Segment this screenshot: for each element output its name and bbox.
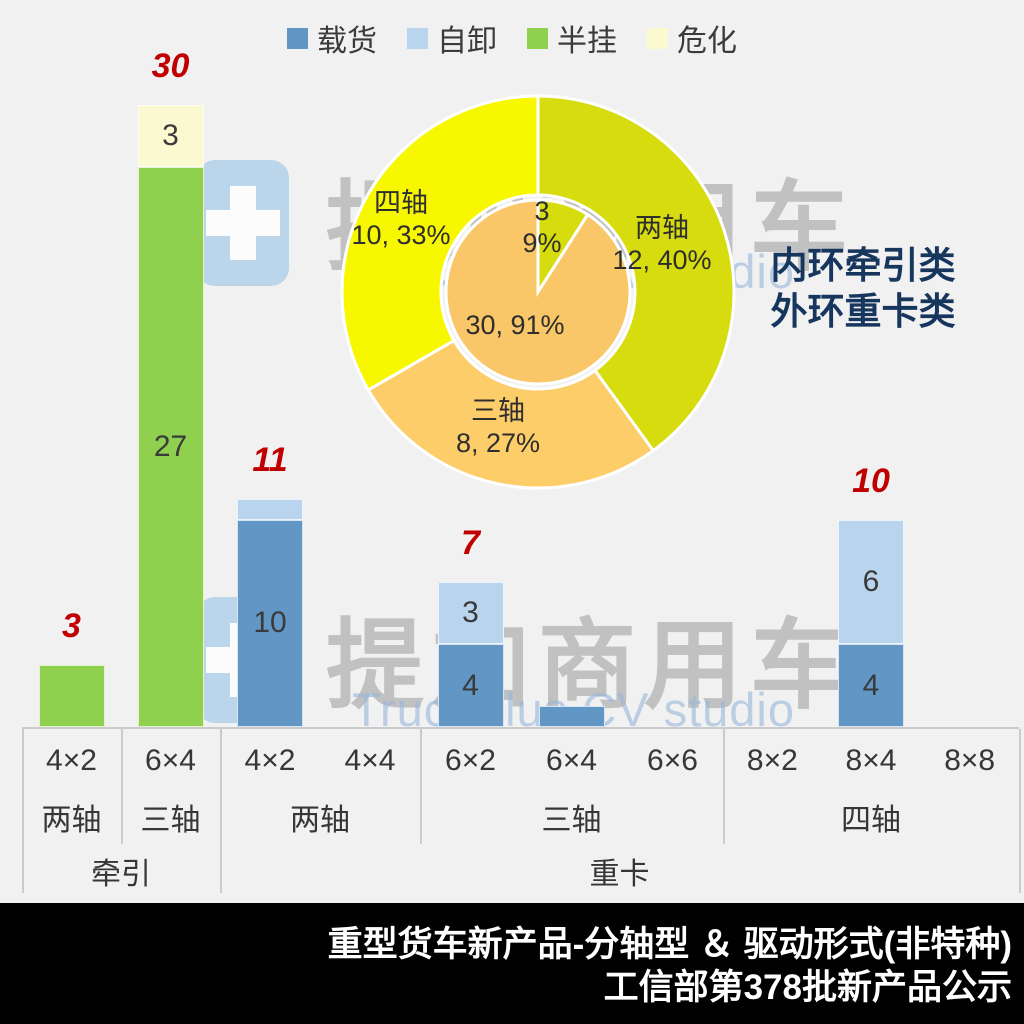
axis-label-axle: 四轴 — [841, 804, 901, 837]
pie-data-label: 两轴 12, 40% — [612, 213, 712, 275]
axis-label-axle: 三轴 — [140, 804, 201, 837]
bar-segment-value: 3 — [462, 595, 479, 629]
axis-label-drive: 6×2 — [445, 744, 496, 777]
axis-gridline — [1019, 729, 1021, 893]
axis-label-category: 重卡 — [589, 858, 650, 891]
ring-annotation-line2: 外环重卡类 — [770, 291, 956, 332]
title-banner: 重型货车新产品-分轴型 ＆ 驱动形式(非特种) 工信部第378批新产品公示 — [0, 903, 1024, 1024]
axis-label-drive: 8×8 — [944, 744, 996, 777]
axis-label-drive: 6×4 — [145, 744, 196, 777]
bar-segment-value: 10 — [253, 606, 287, 640]
axis-label-axle: 两轴 — [290, 804, 350, 837]
bar-segment-自卸 — [237, 498, 303, 520]
bar-segment-载货 — [437, 644, 504, 727]
bar-segment-value: 4 — [862, 668, 880, 702]
bar-segment-载货 — [838, 644, 904, 727]
axis-label-category: 牵引 — [91, 858, 151, 891]
legend-label: 载货 — [317, 25, 377, 58]
bar-total-label: 3 — [62, 606, 81, 645]
legend-swatch-icon — [287, 27, 308, 49]
axis-gridline — [420, 729, 422, 844]
axis-gridline — [121, 729, 123, 844]
bar-segment-value: 6 — [862, 564, 880, 598]
axis-label-drive: 6×6 — [647, 744, 698, 777]
pie-slice-outer — [366, 338, 656, 490]
banner-line1: 重型货车新产品-分轴型 ＆ 驱动形式(非特种) — [327, 925, 1012, 964]
bar-segment-value: 3 — [162, 119, 179, 153]
bar-segment-value: 27 — [153, 430, 188, 464]
legend-swatch-icon — [407, 27, 428, 49]
bar-segment-value: 4 — [462, 668, 479, 702]
donut-chart — [340, 94, 736, 490]
pie-data-label: 3 9% — [522, 196, 562, 258]
bar-total-label: 11 — [252, 440, 288, 479]
ring-annotation: 内环牵引类 外环重卡类 — [743, 243, 983, 335]
axis-gridline — [22, 729, 24, 893]
legend-label: 半挂 — [557, 25, 617, 58]
axis-label-drive: 8×2 — [746, 744, 798, 777]
pie-slice-inner — [444, 198, 632, 386]
bar-segment-半挂 — [137, 167, 204, 727]
ring-annotation-line1: 内环牵引类 — [770, 245, 956, 286]
legend-label: 危化 — [677, 25, 737, 58]
bar-total-label: 30 — [151, 47, 190, 86]
bar-segment-危化 — [137, 105, 204, 168]
bar-segment-载货 — [538, 706, 605, 727]
legend-swatch-icon — [647, 27, 668, 49]
bar-total-label: 10 — [852, 461, 890, 500]
legend-swatch-icon — [527, 27, 548, 49]
pie-data-label: 四轴 10, 33% — [351, 188, 451, 250]
truckplus-logo-icon — [197, 160, 289, 286]
axis-label-drive: 4×2 — [244, 744, 296, 777]
pie-slice-outer — [536, 94, 736, 453]
axis-gridline — [723, 729, 725, 844]
legend-item: 危化 — [647, 16, 737, 60]
bar-segment-半挂 — [38, 664, 105, 727]
pie-data-label: 30, 91% — [465, 310, 565, 340]
axis-gridline — [220, 729, 222, 893]
axis-label-axle: 三轴 — [541, 804, 602, 837]
axis-label-drive: 4×4 — [344, 744, 396, 777]
bar-segment-自卸 — [838, 519, 904, 645]
axis-label-drive: 4×2 — [46, 744, 97, 777]
legend-label: 自卸 — [437, 25, 497, 58]
pie-slice-outer — [340, 94, 540, 393]
axis-label-drive: 6×4 — [546, 744, 597, 777]
axis-table: 4×2 两轴 6×4 三轴牵引 4×2 4×4 两轴 6×2 6×4 6×6 三轴 8×2 8×4 8×8… — [22, 727, 1021, 895]
pie-data-label: 三轴 8, 27% — [455, 396, 541, 458]
banner-line2: 工信部第378批新产品公示 — [603, 968, 1012, 1007]
legend-item: 自卸 — [407, 16, 497, 60]
bar-segment-自卸 — [437, 581, 504, 645]
legend-item: 载货 — [287, 16, 377, 60]
axis-label-drive: 8×4 — [845, 744, 897, 777]
bar-total-label: 7 — [461, 523, 480, 562]
axis-label-axle: 两轴 — [41, 804, 102, 837]
legend-item: 半挂 — [527, 16, 617, 60]
legend: 载货 自卸 半挂 危化 — [0, 16, 1024, 60]
